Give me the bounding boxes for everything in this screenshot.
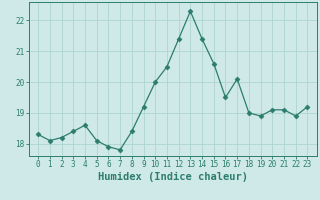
X-axis label: Humidex (Indice chaleur): Humidex (Indice chaleur) — [98, 172, 248, 182]
